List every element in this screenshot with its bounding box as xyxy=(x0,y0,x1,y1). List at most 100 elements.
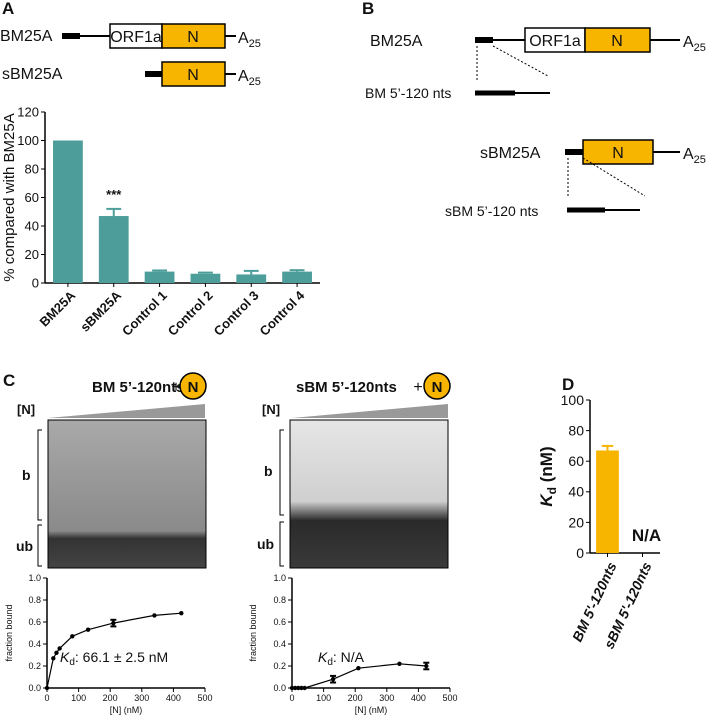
annotation-symbol: K xyxy=(60,649,70,665)
n-label: N xyxy=(187,67,199,84)
data-point xyxy=(302,685,307,691)
y-tick-label: 0.2 xyxy=(273,661,286,671)
data-point xyxy=(299,685,304,691)
band-label: ub xyxy=(16,538,33,554)
data-point xyxy=(292,685,298,691)
x-tick-label: 400 xyxy=(166,693,181,703)
gel-title: sBM 5’-120nts xyxy=(296,379,397,396)
y-tick-label: 80 xyxy=(25,162,39,177)
annotation-text: : N/A xyxy=(333,649,365,665)
y-tick-label: 0.8 xyxy=(273,595,286,605)
n-label: N xyxy=(612,145,624,162)
conc-label: [N] xyxy=(17,402,35,417)
panel-label: D xyxy=(562,375,574,394)
y-tick-label: 120 xyxy=(17,105,39,120)
y-tick-label: 100 xyxy=(17,133,39,148)
y-tick-label: 40 xyxy=(25,219,39,234)
construct-diagram: BM25A ORF1a N A25 sBM25A N A25 xyxy=(0,23,261,88)
fragment-name: sBM 5’-120 nts xyxy=(445,203,538,219)
x-axis-label: [N] (nM) xyxy=(355,705,388,715)
x-tick-label: 100 xyxy=(71,693,86,703)
x-tick-label: 500 xyxy=(197,693,212,703)
data-point xyxy=(397,661,402,666)
y-axis-label: fraction bound xyxy=(4,604,14,661)
data-point xyxy=(70,634,75,639)
panel-label: B xyxy=(362,0,374,18)
fragment-name: BM 5’-120 nts xyxy=(365,85,451,101)
data-point xyxy=(85,627,91,632)
data-point xyxy=(152,613,157,618)
y-axis-label: fraction bound xyxy=(248,604,258,661)
construct-diagram: BM25A ORF1a N A25 BM 5’-120 nts sBM25A N… xyxy=(365,27,706,219)
tail-label: A25 xyxy=(683,146,706,166)
conc-label: [N] xyxy=(262,402,280,417)
y-tick-label: 0.4 xyxy=(28,639,41,649)
y-tick-label: 20 xyxy=(568,514,584,530)
data-point xyxy=(111,620,116,626)
bar xyxy=(144,271,175,283)
y-tick-label: 80 xyxy=(568,423,584,439)
x-tick-label: 300 xyxy=(379,693,394,703)
data-point xyxy=(51,656,56,661)
y-tick-label: 1.0 xyxy=(273,573,286,583)
x-tick-label: 0 xyxy=(289,693,294,703)
x-tick-label: sBM25A xyxy=(77,287,124,334)
y-tick-label: 0 xyxy=(576,545,584,561)
y-axis-label: % compared with BM25A xyxy=(1,113,18,281)
x-tick-label: Control 1 xyxy=(119,288,170,339)
construct-name: BM25A xyxy=(0,28,53,45)
data-point xyxy=(424,663,429,669)
n-label: N xyxy=(611,33,623,50)
protein: N xyxy=(188,379,199,396)
y-tick-label: 0.6 xyxy=(28,617,41,627)
data-point xyxy=(289,685,295,691)
x-tick-label: Control 4 xyxy=(256,287,307,338)
band-label: b xyxy=(22,467,31,483)
annotation: Kd: 66.1 ± 2.5 nM xyxy=(60,649,168,668)
annotation: Kd: N/A xyxy=(318,649,365,668)
x-tick-label: 400 xyxy=(411,693,426,703)
y-tick-label: 0.4 xyxy=(273,639,286,649)
x-tick-label: 200 xyxy=(103,693,118,703)
bar xyxy=(236,274,267,283)
bar xyxy=(190,273,221,283)
band-label: b xyxy=(264,463,273,479)
x-tick-label: 500 xyxy=(442,693,457,703)
plus: + xyxy=(413,379,422,396)
annotation: *** xyxy=(106,187,122,202)
tail-label: A25 xyxy=(683,34,706,54)
y-axis-label-symbol: K xyxy=(537,493,556,507)
construct-name: sBM25A xyxy=(2,66,63,83)
band-label: ub xyxy=(257,536,274,552)
y-tick-label: 60 xyxy=(568,453,584,469)
y-tick-label: 0.8 xyxy=(28,595,41,605)
annotation: N/A xyxy=(632,526,661,545)
bar xyxy=(98,216,129,283)
tail-label: A25 xyxy=(238,30,261,50)
y-tick-label: 1.0 xyxy=(28,573,41,583)
y-tick-label: 0.6 xyxy=(273,617,286,627)
y-axis-label: Kd (nM) xyxy=(537,446,559,506)
y-tick-label: 0 xyxy=(32,276,39,291)
data-point xyxy=(356,666,361,671)
y-tick-label: 20 xyxy=(25,247,39,262)
x-tick-label: Control 3 xyxy=(211,288,262,339)
plus: + xyxy=(171,379,180,396)
panel-label: C xyxy=(3,371,15,390)
y-tick-label: 0.2 xyxy=(28,661,41,671)
gel-panel: BM 5’-120nts + N [N] b ub sBM 5’-120nts … xyxy=(16,372,451,569)
y-tick-label: 0.0 xyxy=(273,683,286,693)
x-axis-label: [N] (nM) xyxy=(110,705,143,715)
data-point xyxy=(57,646,62,651)
x-tick-label: BM25A xyxy=(36,287,78,329)
annotation-subscript: d xyxy=(69,657,75,668)
y-tick-label: 0.0 xyxy=(28,683,41,693)
data-point xyxy=(296,685,301,691)
y-tick-label: 40 xyxy=(568,484,584,500)
orf-label: ORF1a xyxy=(110,29,162,46)
annotation-text: : 66.1 ± 2.5 nM xyxy=(75,649,168,665)
protein: N xyxy=(432,379,443,396)
x-tick-label: 100 xyxy=(316,693,331,703)
bar xyxy=(596,450,619,553)
